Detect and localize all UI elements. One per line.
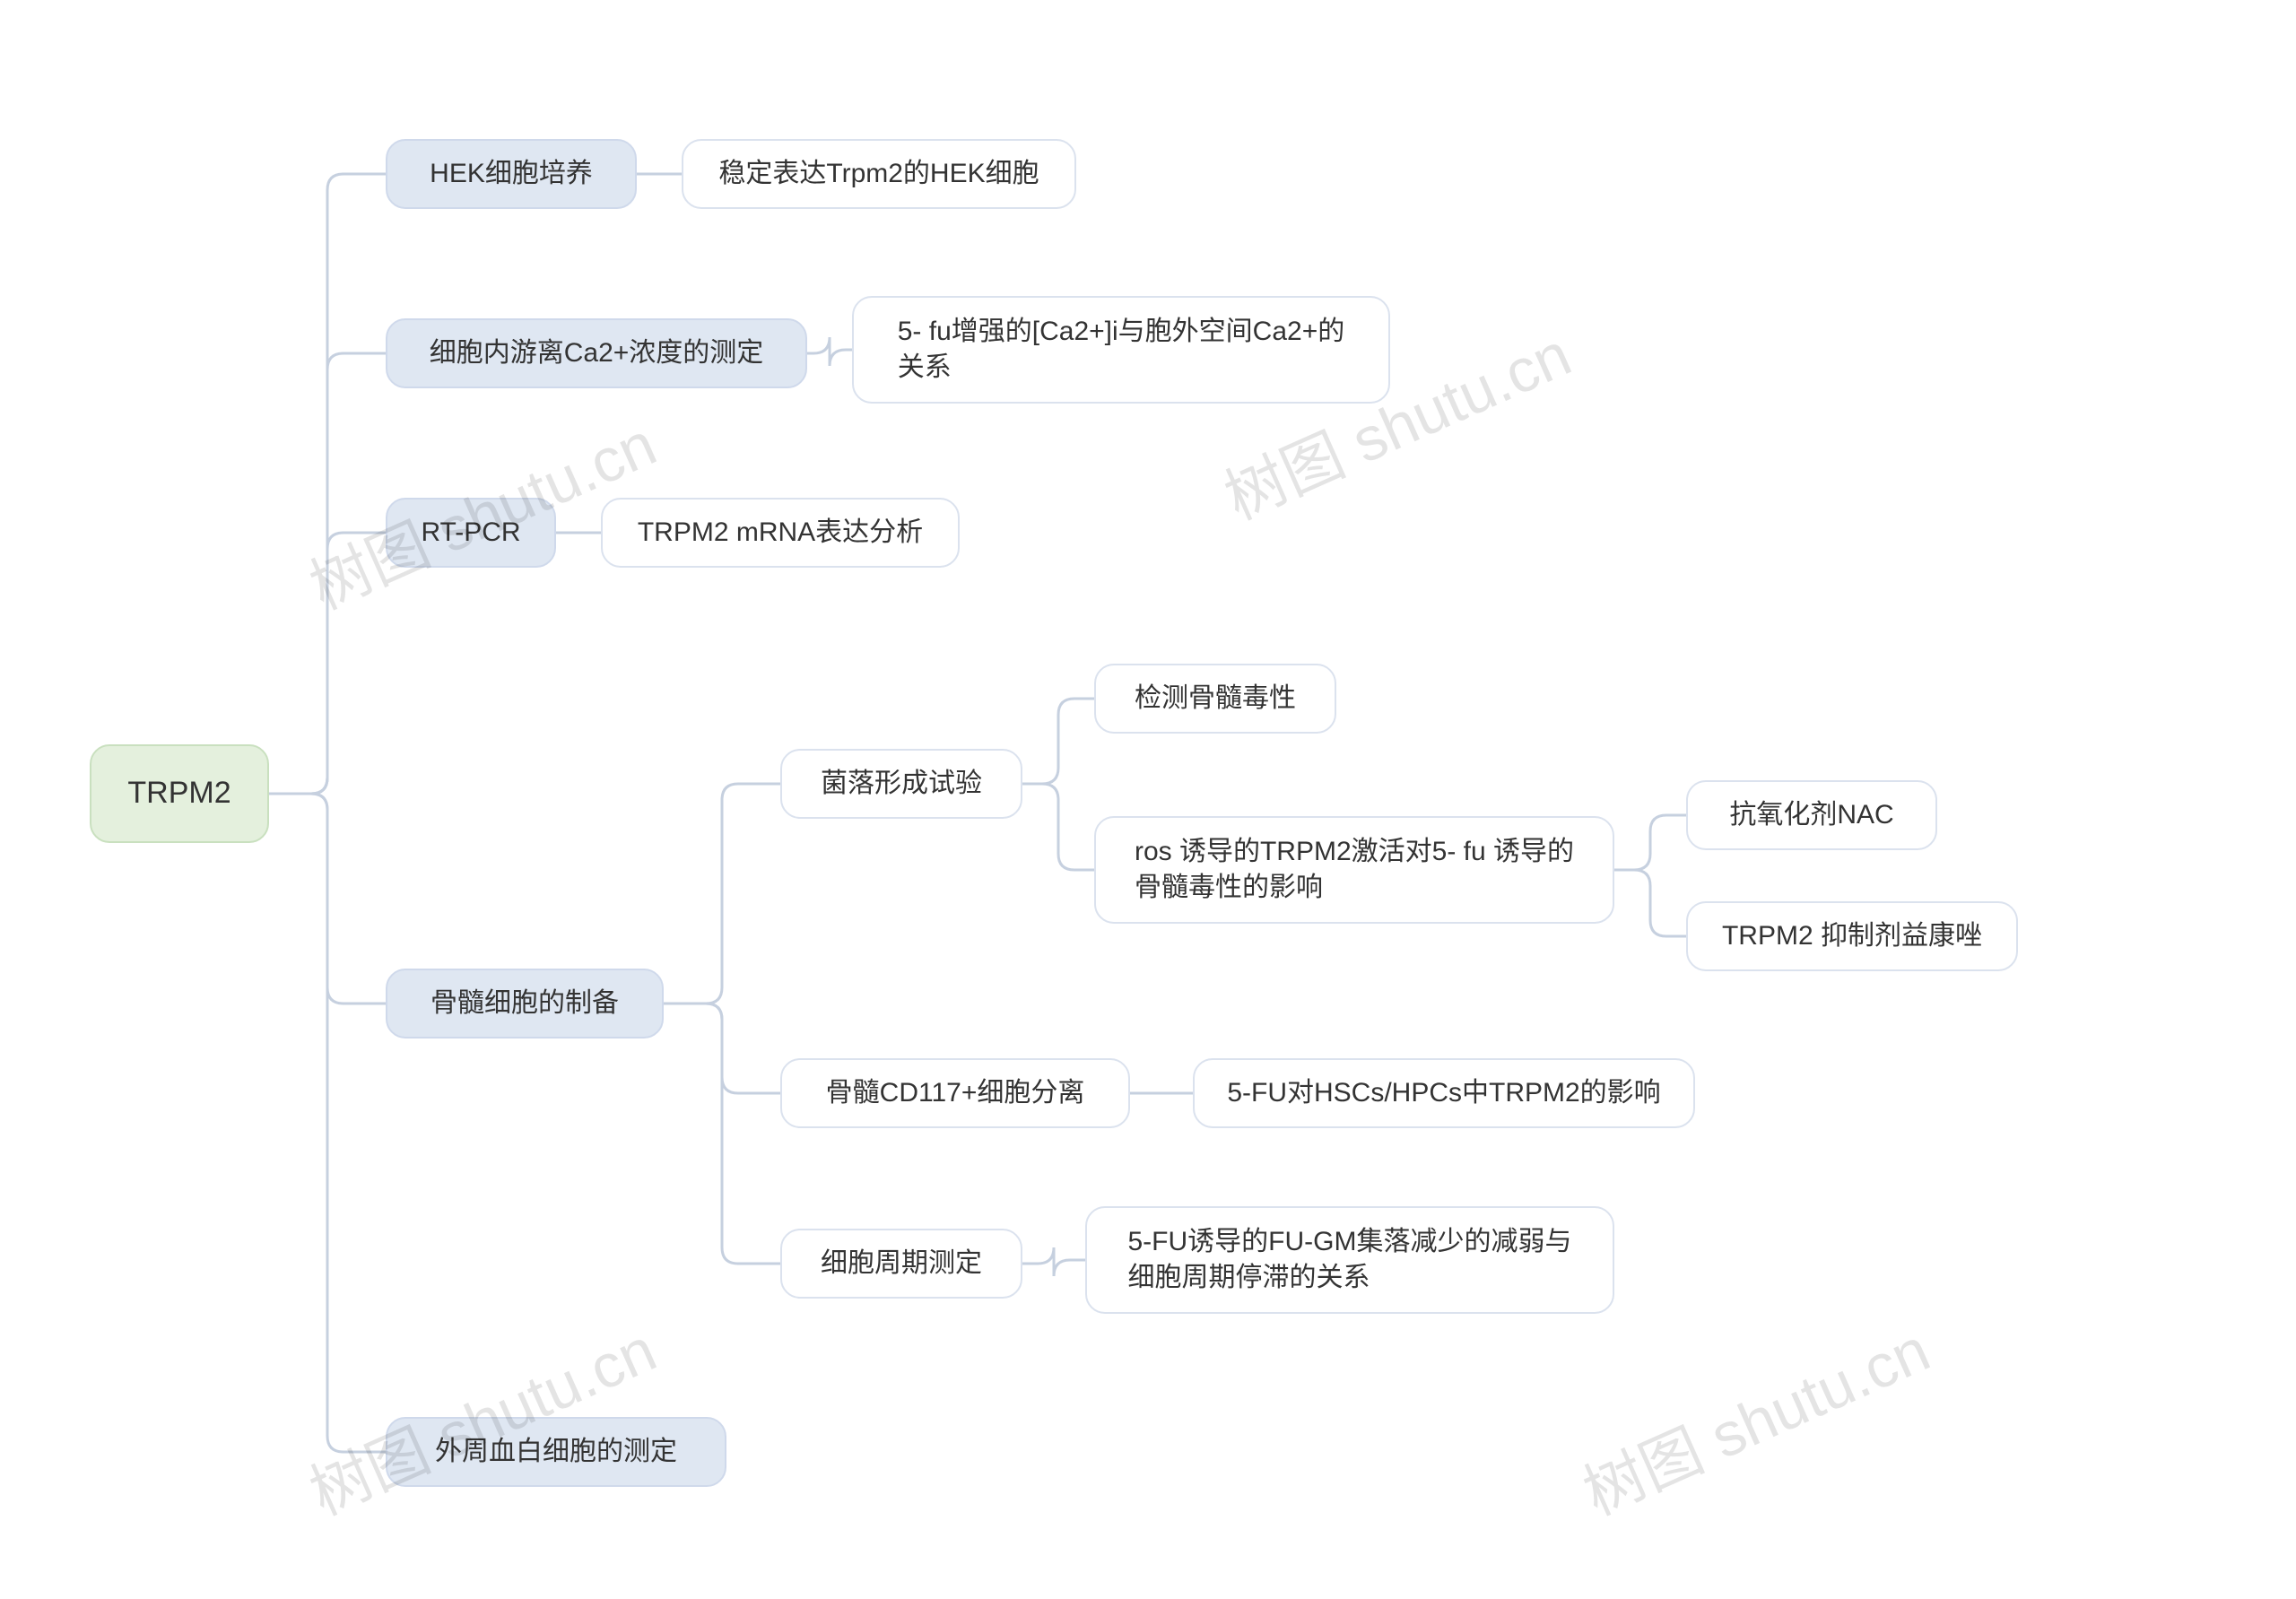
- node-root: TRPM2: [90, 744, 269, 843]
- node-b2: 细胞内游离Ca2+浓度的测定: [386, 318, 807, 388]
- connector: [1614, 870, 1686, 936]
- node-b4c1l1: 检测骨髓毒性: [1094, 664, 1336, 734]
- connector: [269, 794, 386, 1452]
- node-b4c2l1: 5-FU对HSCs/HPCs中TRPM2的影响: [1193, 1058, 1695, 1128]
- connector: [664, 1004, 780, 1264]
- connector: [664, 1004, 780, 1093]
- connector: [269, 174, 386, 794]
- node-b2l1: 5- fu增强的[Ca2+]i与胞外空间Ca2+的关系: [852, 296, 1390, 404]
- node-b3: RT-PCR: [386, 498, 556, 568]
- connector: [807, 337, 852, 366]
- connector: [269, 353, 386, 794]
- node-b4c1l2: ros 诱导的TRPM2激活对5- fu 诱导的骨髓毒性的影响: [1094, 816, 1614, 924]
- node-b3l1: TRPM2 mRNA表达分析: [601, 498, 960, 568]
- node-b4c1: 菌落形成试验: [780, 749, 1022, 819]
- node-b1: HEK细胞培养: [386, 139, 637, 209]
- watermark: 树图 shutu.cn: [1568, 1301, 1942, 1533]
- node-b4c3: 细胞周期测定: [780, 1229, 1022, 1299]
- connectors-layer: [0, 0, 2296, 1599]
- node-b4c1l2a: 抗氧化剂NAC: [1686, 780, 1937, 850]
- connector: [1022, 784, 1094, 870]
- connector: [1022, 1247, 1085, 1276]
- connector: [1614, 815, 1686, 870]
- connector: [269, 533, 386, 794]
- node-b4c3l1: 5-FU诱导的FU-GM集落减少的减弱与细胞周期停滞的关系: [1085, 1206, 1614, 1314]
- node-b4c1l2b: TRPM2 抑制剂益康唑: [1686, 901, 2018, 971]
- node-b4c2: 骨髓CD117+细胞分离: [780, 1058, 1130, 1128]
- connector: [269, 794, 386, 1004]
- node-b1l1: 稳定表达Trpm2的HEK细胞: [682, 139, 1076, 209]
- node-b5: 外周血白细胞的测定: [386, 1417, 726, 1487]
- node-b4: 骨髓细胞的制备: [386, 969, 664, 1038]
- connector: [664, 784, 780, 1004]
- connector: [1022, 699, 1094, 784]
